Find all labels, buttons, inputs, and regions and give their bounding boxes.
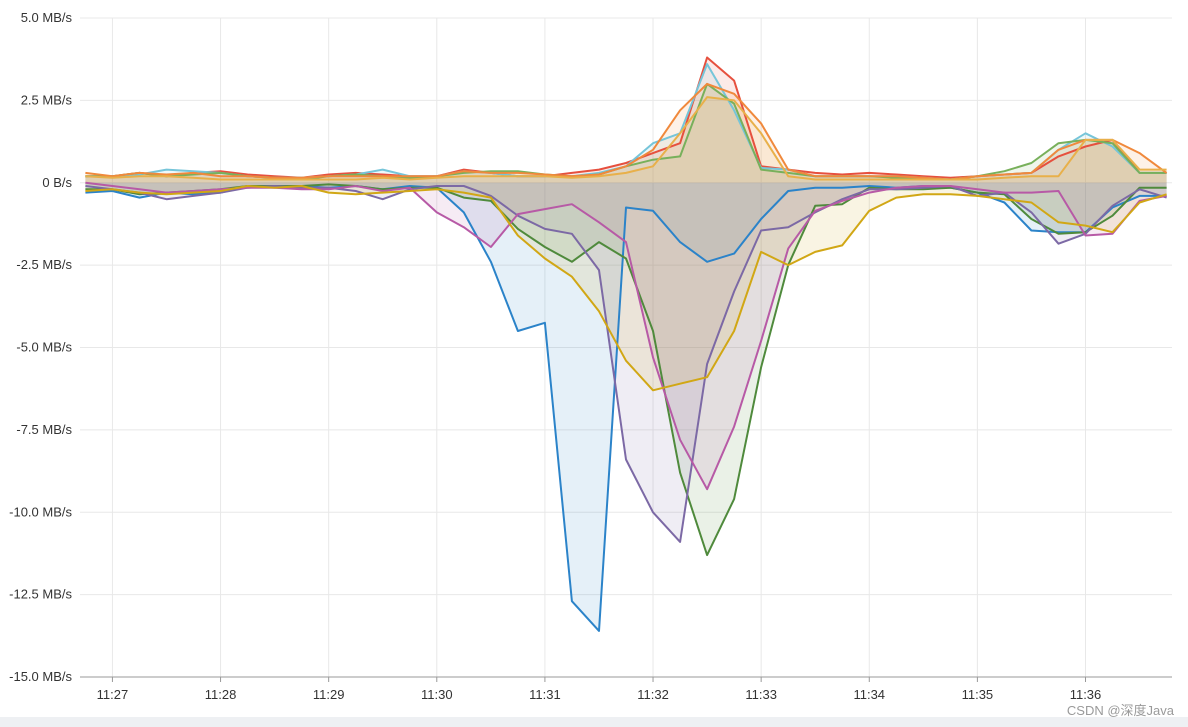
bottom-bar — [0, 717, 1188, 727]
series-4-area — [85, 83, 1167, 183]
area-layer — [85, 57, 1167, 631]
series-5-line — [85, 96, 1167, 181]
axis-layer: 5.0 MB/s 2.5 MB/s 0 B/s -2.5 MB/s -5.0 MB/s -… — [9, 10, 1172, 702]
series-4-line — [85, 82, 1168, 181]
x-tick-label: 11:32 — [637, 687, 669, 702]
grid-layer — [80, 17, 1172, 678]
y-tick-label: -10.0 MB/s — [9, 504, 72, 519]
x-tick-label: 11:29 — [313, 687, 345, 702]
x-tick-label: 11:35 — [962, 687, 994, 702]
x-tick-label: 11:36 — [1070, 687, 1102, 702]
x-tick-label: 11:30 — [421, 687, 453, 702]
x-tick-label: 11:31 — [529, 687, 561, 702]
x-tick-label: 11:33 — [745, 687, 777, 702]
y-tick-label: 2.5 MB/s — [21, 92, 73, 107]
y-tick-label: -5.0 MB/s — [16, 340, 72, 355]
x-tick-label: 11:28 — [205, 687, 237, 702]
y-tick-label: -2.5 MB/s — [16, 257, 72, 272]
series-3-area — [85, 83, 1167, 183]
series-8-area — [85, 182, 1167, 542]
x-tick-label: 11:27 — [97, 687, 129, 702]
series-6-area — [85, 182, 1167, 631]
y-tick-label: 0 B/s — [42, 175, 72, 190]
series-10-line — [85, 185, 1167, 392]
series-10-area — [85, 182, 1167, 391]
watermark-text: CSDN @深度Java — [1066, 703, 1174, 718]
series-7-area — [85, 182, 1167, 556]
y-tick-label: -15.0 MB/s — [9, 669, 72, 684]
y-tick-label: -7.5 MB/s — [16, 422, 72, 437]
y-tick-label: 5.0 MB/s — [21, 10, 73, 25]
series-1-line — [85, 56, 1167, 179]
y-tick-label: -12.5 MB/s — [9, 587, 72, 602]
series-2-area — [85, 64, 1167, 183]
series-1-area — [85, 57, 1167, 183]
x-tick-label: 11:34 — [853, 687, 885, 702]
line-layer — [85, 56, 1168, 632]
